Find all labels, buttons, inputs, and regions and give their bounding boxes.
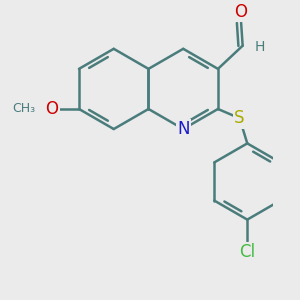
Text: O: O xyxy=(235,3,248,21)
Text: N: N xyxy=(177,120,190,138)
Text: H: H xyxy=(254,40,265,54)
Text: Cl: Cl xyxy=(239,243,255,261)
Text: S: S xyxy=(234,109,245,127)
Text: CH₃: CH₃ xyxy=(13,103,36,116)
Text: O: O xyxy=(46,100,59,118)
